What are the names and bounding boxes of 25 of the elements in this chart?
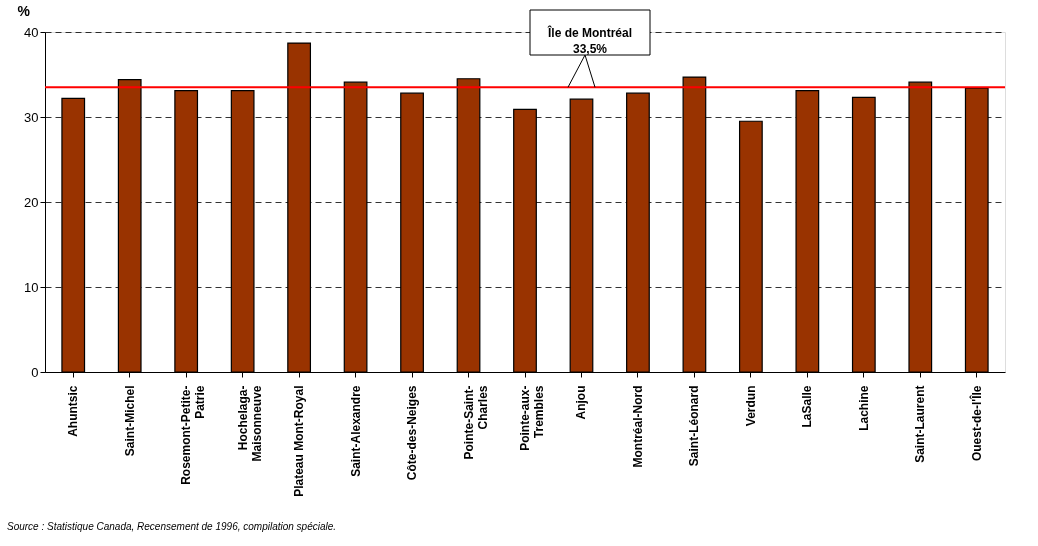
x-tick-label: Saint-Michel xyxy=(122,385,137,457)
source-note: Source : Statistique Canada, Recensement de 1996, compilation spéciale. xyxy=(7,521,337,532)
y-axis-title: % xyxy=(17,2,31,19)
x-tick-label: Saint-Léonard xyxy=(687,385,702,467)
x-tick-label: Anjou xyxy=(574,385,589,420)
x-tick-label: Ouest-de-l'Île xyxy=(968,385,984,462)
y-tick-label: 0 xyxy=(31,364,39,380)
x-tick-label: Saint-Alexandre xyxy=(348,385,363,477)
y-tick-label: 20 xyxy=(24,194,39,210)
x-tick-label: Rosemont-Petite-Patrie xyxy=(179,385,208,485)
x-tick-label: Hochelaga-Maisonneuve xyxy=(235,385,264,462)
x-tick-label: Ahuntsic xyxy=(66,385,81,437)
x-tick-label: Verdun xyxy=(743,385,758,427)
y-tick-label: 10 xyxy=(24,279,39,295)
x-tick-label: Lachine xyxy=(856,385,871,431)
x-tick-label: Montréal-Nord xyxy=(630,385,645,468)
ref-line-label: Île de Montréal 33,5% xyxy=(546,24,633,56)
x-tick-label: Pointe-aux-Trembles xyxy=(518,385,546,451)
x-tick-label: Saint-Laurent xyxy=(913,385,928,463)
x-tick-label: Plateau Mont-Royal xyxy=(292,385,307,497)
y-tick-label: 40 xyxy=(24,24,39,40)
x-tick-label: Côte-des-Neiges xyxy=(405,385,420,481)
y-tick-label: 30 xyxy=(24,109,39,125)
x-tick-label: LaSalle xyxy=(800,385,815,428)
x-tick-label: Pointe-Saint-Charles xyxy=(461,385,490,460)
